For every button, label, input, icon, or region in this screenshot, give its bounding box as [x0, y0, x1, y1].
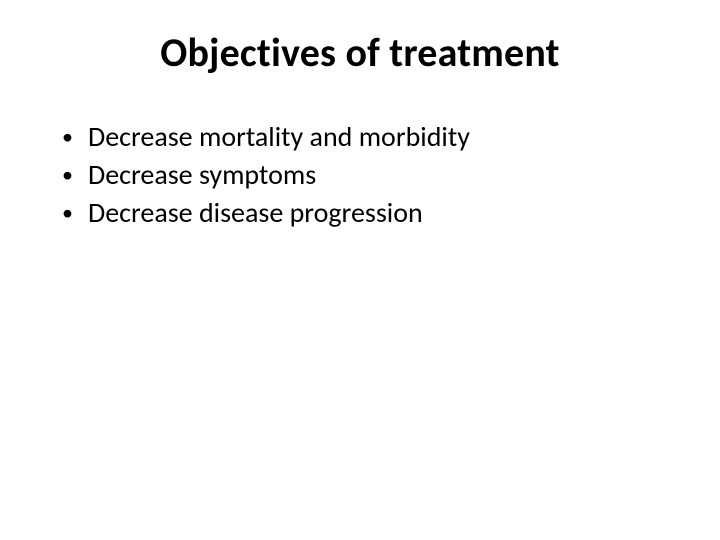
bullet-list: Decrease mortality and morbidity Decreas…	[48, 119, 672, 230]
bullet-item: Decrease symptoms	[60, 157, 672, 193]
bullet-item: Decrease mortality and morbidity	[60, 119, 672, 155]
bullet-item: Decrease disease progression	[60, 195, 672, 231]
slide-title: Objectives of treatment	[48, 28, 672, 77]
slide-container: Objectives of treatment Decrease mortali…	[0, 0, 720, 540]
